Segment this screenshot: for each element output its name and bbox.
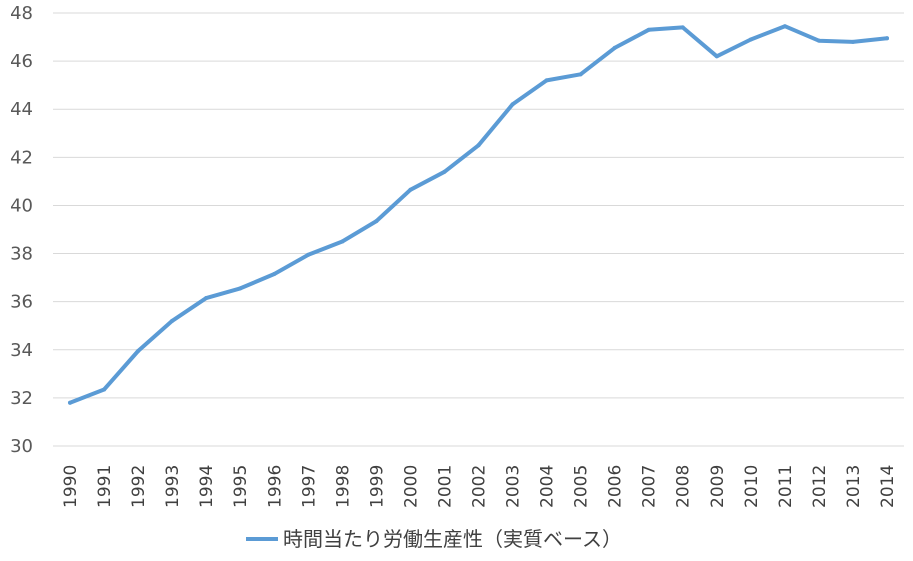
data-point [782,24,787,29]
x-tick-label: 2001 [435,465,455,508]
series-lines [68,24,889,405]
data-point [374,219,379,224]
x-tick-label: 2004 [538,465,558,508]
x-tick-label: 1999 [367,465,387,508]
x-tick-label: 2009 [708,465,728,508]
y-tick-label: 46 [10,51,33,72]
x-tick-label: 2002 [470,465,490,508]
data-point [476,143,481,148]
x-tick-label: 2006 [606,465,626,508]
y-tick-label: 34 [10,340,33,361]
data-point [680,25,685,30]
y-tick-label: 36 [10,292,33,313]
data-point [102,387,107,392]
gridlines [53,12,904,447]
x-tick-label: 1998 [333,465,353,508]
legend: 時間当たり労働生産性（実質ベース） [246,527,622,551]
x-tick-label: 2014 [878,465,898,508]
y-tick-label: 48 [10,3,33,24]
legend-label: 時間当たり労働生産性（実質ベース） [283,527,622,551]
data-point [272,272,277,277]
y-axis-tick-labels: 30 32 34 36 38 40 42 44 46 48 [10,3,33,457]
y-tick-label: 44 [10,99,33,120]
data-point [884,36,889,41]
x-tick-label: 1996 [265,465,285,508]
data-point [578,72,583,77]
data-point [204,296,209,301]
x-tick-label: 1990 [61,465,81,508]
x-tick-label: 1993 [163,465,183,508]
y-tick-label: 32 [10,388,33,409]
y-tick-label: 42 [10,147,33,168]
data-point [68,400,73,405]
x-tick-label: 1997 [299,465,319,508]
data-point [510,102,515,107]
data-point [748,37,753,42]
data-point [170,318,175,323]
y-tick-label: 40 [10,195,33,216]
data-point [136,348,141,353]
x-tick-label: 2013 [844,465,864,508]
x-tick-label: 2007 [640,465,660,508]
x-tick-label: 1995 [231,465,251,508]
x-tick-label: 2003 [504,465,524,508]
data-point [612,45,617,50]
data-point [340,239,345,244]
x-tick-label: 1991 [95,465,115,508]
data-point [238,286,243,291]
x-tick-label: 2008 [674,465,694,508]
x-tick-label: 2012 [810,465,830,508]
data-point [544,78,549,83]
data-point [816,38,821,43]
y-tick-label: 38 [10,244,33,265]
x-axis-tick-labels: 1990 1991 1992 1993 1994 1995 1996 1997 1998 1999… [61,465,898,508]
data-point [714,54,719,59]
data-point [850,39,855,44]
y-tick-label: 30 [10,436,33,457]
x-tick-label: 2000 [401,465,421,508]
series-line [68,24,889,405]
data-point [306,252,311,257]
data-point [442,169,447,174]
x-tick-label: 1992 [129,465,149,508]
data-point [646,27,651,32]
x-tick-label: 2005 [572,465,592,508]
x-tick-label: 2011 [776,465,796,508]
x-tick-label: 2010 [742,465,762,508]
x-tick-label: 1994 [197,465,217,508]
data-point [408,187,413,192]
